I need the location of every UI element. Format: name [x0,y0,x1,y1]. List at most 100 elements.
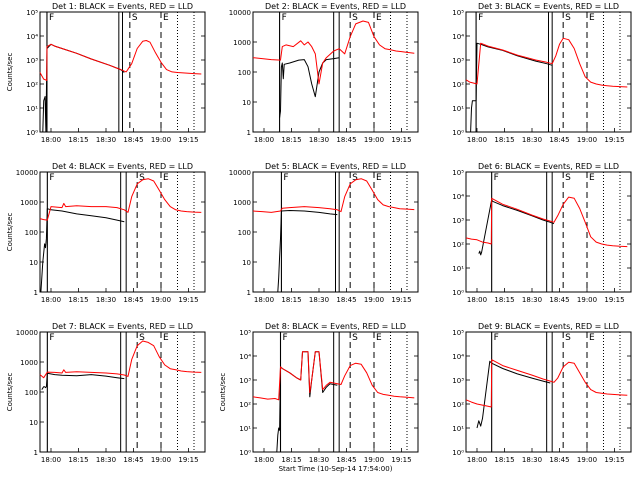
x-tick-label: 19:15 [604,456,624,464]
phase-marker-S: S [565,333,571,343]
plot-frame [252,331,419,453]
x-tick-label: 18:30 [522,136,542,144]
y-tick-label: 10⁴ [26,33,38,41]
lld-series-line [39,178,202,221]
y-tick-label: 10¹ [26,105,38,113]
x-tick-label: 18:30 [96,136,116,144]
phase-marker-S: S [132,13,138,23]
y-tick-label: 10 [242,259,251,267]
x-tick-label: 19:15 [178,136,198,144]
phase-marker-S: S [565,13,571,23]
y-tick-label: 10⁰ [452,289,464,297]
lld-series-line [39,40,202,81]
phase-marker-S: S [139,173,145,183]
y-tick-label: 1000 [20,359,38,367]
y-tick-label: 10⁴ [452,193,464,201]
y-tick-label: 10⁰ [452,129,464,137]
x-tick-label: 19:00 [577,296,597,304]
x-tick-label: 18:30 [309,136,329,144]
panel-title: Det 1: BLACK = Events, RED = LLD [52,2,193,11]
y-tick-label: 10³ [239,377,251,385]
events-series-line [40,43,125,133]
events-series-line [279,57,340,118]
phase-marker-E: E [589,333,595,343]
lld-series-line [252,351,415,401]
x-tick-label: 18:45 [549,296,569,304]
y-tick-label: 10⁵ [239,329,251,337]
phase-marker-S: S [352,333,358,343]
events-series-line [469,42,553,133]
panel-det-5: Det 5: BLACK = Events, RED = LLD 1 10 100 10… [229,162,419,304]
lld-series-line [465,196,628,248]
phase-marker-E: E [589,173,595,183]
y-tick-label: 10 [29,259,38,267]
x-tick-label: 18:00 [254,296,274,304]
x-tick-label: 18:00 [467,136,487,144]
y-tick-label: 10³ [452,217,464,225]
y-tick-label: 10000 [229,9,251,17]
y-tick-label: 10³ [452,57,464,65]
events-series-line [478,199,555,256]
lld-series-line [465,37,628,88]
x-tick-label: 18:45 [123,136,143,144]
x-tick-label: 18:30 [309,456,329,464]
plot-frame [465,171,632,293]
lld-series-line [465,359,628,408]
phase-marker-F: F [494,333,499,343]
x-tick-label: 18:45 [336,136,356,144]
x-tick-label: 18:45 [549,136,569,144]
phase-marker-F: F [282,13,287,23]
x-tick-label: 18:15 [68,456,88,464]
lld-series-line [252,20,415,85]
y-tick-label: 100 [25,389,38,397]
panel-det-7: Det 7: BLACK = Events, RED = LLD 1 10 100 10… [6,322,206,464]
phase-marker-S: S [352,13,358,23]
y-tick-label: 10⁴ [452,353,464,361]
phase-marker-F: F [49,333,54,343]
y-tick-label: 10⁰ [26,129,38,137]
panel-det-4: Det 4: BLACK = Events, RED = LLD 1 10 100 10… [6,162,206,304]
panel-title: Det 2: BLACK = Events, RED = LLD [265,2,406,11]
x-tick-label: 18:15 [68,136,88,144]
events-series-line [277,210,338,293]
panel-det-3: Det 3: BLACK = Events, RED = LLD 10⁰ 10¹ 10… [452,2,632,144]
x-tick-label: 18:15 [281,456,301,464]
phase-marker-S: S [352,173,358,183]
x-tick-label: 18:30 [96,456,116,464]
plot-frame [252,11,419,133]
x-tick-label: 18:30 [309,296,329,304]
x-tick-label: 19:15 [391,456,411,464]
x-tick-label: 18:45 [336,296,356,304]
y-tick-label: 10² [26,81,38,89]
y-tick-label: 100 [238,69,251,77]
x-tick-label: 18:15 [281,296,301,304]
events-series-line [40,208,125,293]
x-tick-label: 18:15 [281,136,301,144]
y-tick-label: 10000 [229,169,251,177]
x-tick-label: 19:00 [151,456,171,464]
y-tick-label: 10⁵ [26,9,38,17]
x-tick-label: 18:45 [549,456,569,464]
x-tick-label: 18:15 [494,296,514,304]
y-tick-label: 1000 [233,199,251,207]
phase-marker-E: E [163,173,169,183]
plot-frame [39,331,206,453]
panel-det-6: Det 6: BLACK = Events, RED = LLD 10⁰ 10¹ 10… [452,162,632,304]
panel-det-1: Det 1: BLACK = Events, RED = LLD 10⁰ 10¹ 10… [6,2,206,144]
y-tick-label: 10² [452,401,464,409]
x-tick-label: 19:00 [577,136,597,144]
x-tick-label: 18:15 [494,136,514,144]
phase-marker-F: F [49,13,54,23]
y-tick-label: 10 [242,99,251,107]
x-tick-label: 19:00 [364,136,384,144]
x-tick-label: 18:30 [522,296,542,304]
x-tick-label: 18:00 [41,456,61,464]
phase-marker-F: F [49,173,54,183]
y-tick-label: 1 [247,129,251,137]
panel-title: Det 5: BLACK = Events, RED = LLD [265,162,406,171]
x-tick-label: 19:00 [577,456,597,464]
x-tick-label: 19:00 [151,136,171,144]
y-axis-label: Counts/sec [6,213,14,252]
lld-series-line [39,340,202,379]
y-tick-label: 10⁴ [452,33,464,41]
